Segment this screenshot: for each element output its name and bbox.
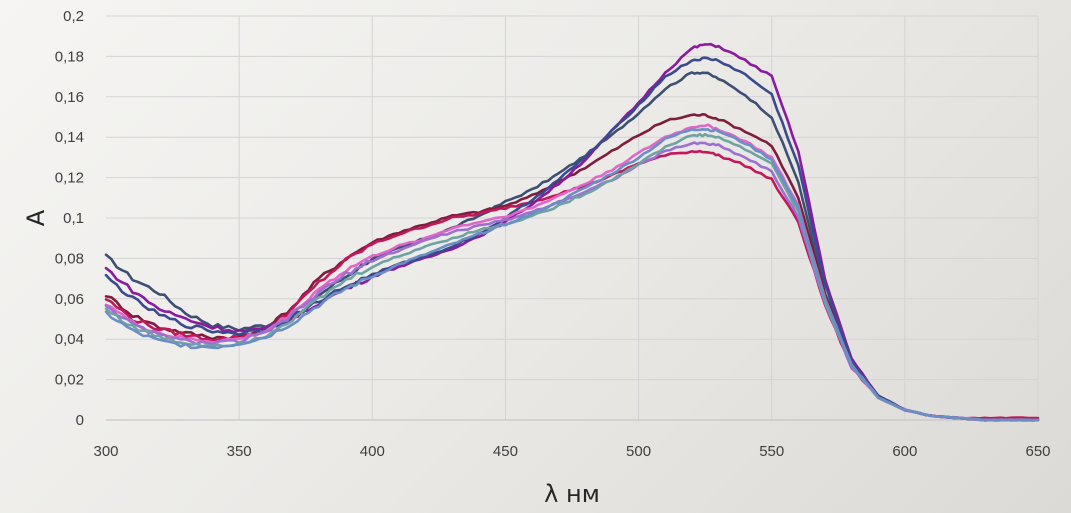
y-tick-label: 0,08 — [55, 250, 84, 267]
x-tick-label: 350 — [227, 443, 252, 460]
series-line — [104, 128, 1040, 422]
y-tick-label: 0,14 — [55, 129, 84, 146]
y-tick-label: 0,06 — [55, 291, 84, 308]
y-tick-label: 0 — [76, 412, 84, 429]
y-tick-labels: 0 0,02 0,04 0,06 0,08 0,1 0,12 0,14 0,16 0,18 0,2 — [55, 8, 84, 429]
y-tick-label: 0,2 — [63, 8, 84, 25]
x-tick-label: 650 — [1025, 443, 1050, 460]
x-tick-label: 600 — [892, 443, 917, 460]
series-line — [104, 141, 1040, 422]
grid — [106, 15, 1039, 420]
series-line — [104, 71, 1040, 422]
series-line — [104, 113, 1040, 422]
x-tick-label: 550 — [759, 443, 784, 460]
y-tick-label: 0,04 — [55, 331, 84, 348]
x-tick-label: 300 — [93, 443, 118, 460]
series-lines — [104, 42, 1040, 422]
x-axis-title: λ нм — [544, 480, 600, 508]
y-tick-label: 0,1 — [63, 210, 84, 227]
x-tick-label: 450 — [493, 443, 518, 460]
x-tick-label: 500 — [626, 443, 651, 460]
series-line — [104, 149, 1040, 420]
y-tick-label: 0,12 — [55, 170, 84, 187]
x-tick-label: 400 — [360, 443, 385, 460]
y-axis-title: A — [22, 209, 50, 226]
series-line — [104, 42, 1040, 422]
x-tick-labels: 300 350 400 450 500 550 600 650 — [93, 443, 1050, 460]
y-tick-label: 0,16 — [55, 89, 84, 106]
y-tick-label: 0,02 — [55, 372, 84, 389]
series-line — [104, 56, 1040, 422]
y-tick-label: 0,18 — [55, 48, 84, 65]
